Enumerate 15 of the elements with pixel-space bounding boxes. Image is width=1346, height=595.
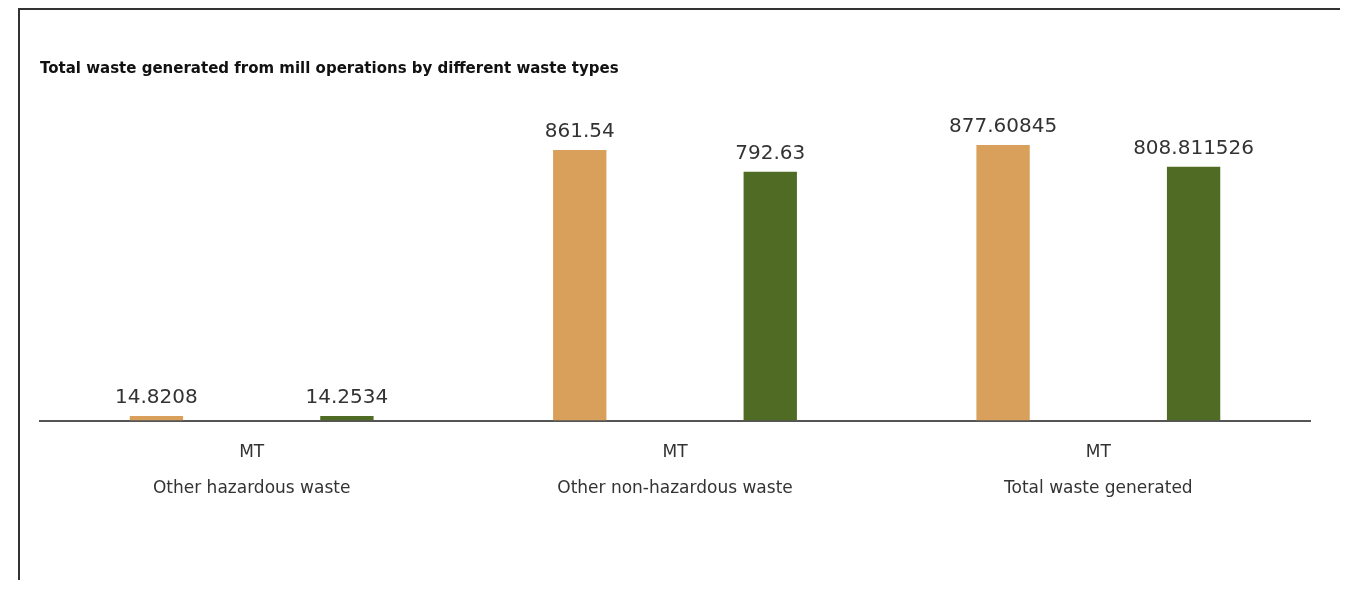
bar — [553, 150, 607, 421]
data-label: 861.54 — [544, 118, 615, 143]
bar — [1166, 166, 1221, 421]
data-label: 792.63 — [735, 139, 806, 164]
x-tick-label: MT Other non-hazardous waste — [557, 440, 793, 497]
data-label: 14.8208 — [115, 384, 198, 409]
bar — [743, 171, 797, 421]
data-label: 808.811526 — [1133, 134, 1255, 159]
bar — [320, 416, 374, 421]
chart-title: Total waste generated from mill operations by different waste types — [40, 58, 619, 77]
bar — [976, 145, 1030, 421]
data-label: 877.60845 — [949, 113, 1058, 138]
x-tick-label: MT Total waste generated — [1003, 440, 1193, 497]
data-label: 14.2534 — [305, 384, 389, 409]
x-tick-label: MT Other hazardous waste — [152, 440, 351, 497]
